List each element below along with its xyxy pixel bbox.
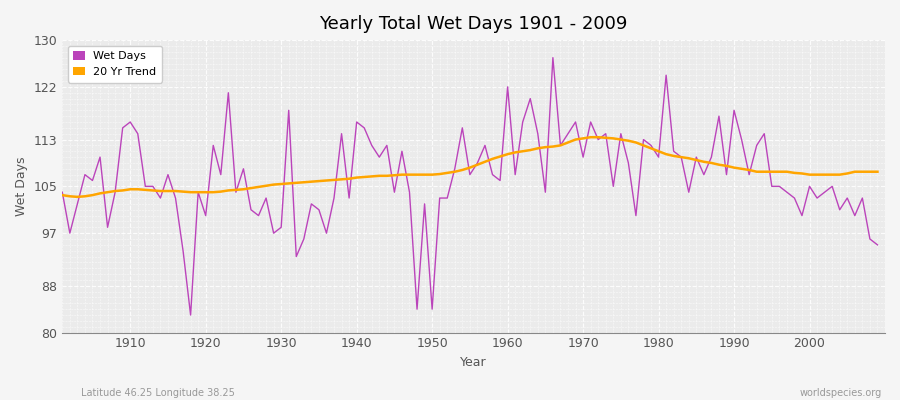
Wet Days	[117, 126, 128, 130]
Wet Days	[291, 254, 302, 259]
Legend: Wet Days, 20 Yr Trend: Wet Days, 20 Yr Trend	[68, 46, 162, 82]
Wet Days	[608, 184, 618, 189]
20 Yr Trend	[585, 135, 596, 140]
Wet Days	[547, 55, 558, 60]
20 Yr Trend	[608, 136, 618, 141]
20 Yr Trend	[337, 177, 347, 182]
Wet Days	[57, 190, 68, 194]
Title: Yearly Total Wet Days 1901 - 2009: Yearly Total Wet Days 1901 - 2009	[320, 15, 628, 33]
Wet Days	[337, 131, 347, 136]
Wet Days	[185, 313, 196, 318]
Wet Days	[502, 84, 513, 89]
20 Yr Trend	[125, 187, 136, 192]
20 Yr Trend	[57, 193, 68, 198]
Line: 20 Yr Trend: 20 Yr Trend	[62, 137, 878, 197]
20 Yr Trend	[72, 194, 83, 199]
20 Yr Trend	[291, 180, 302, 185]
20 Yr Trend	[509, 150, 520, 155]
20 Yr Trend	[502, 152, 513, 156]
20 Yr Trend	[872, 169, 883, 174]
X-axis label: Year: Year	[460, 356, 487, 369]
Text: worldspecies.org: worldspecies.org	[800, 388, 882, 398]
Line: Wet Days: Wet Days	[62, 58, 878, 315]
Y-axis label: Wet Days: Wet Days	[15, 156, 28, 216]
Wet Days	[509, 172, 520, 177]
Wet Days	[872, 242, 883, 247]
Text: Latitude 46.25 Longitude 38.25: Latitude 46.25 Longitude 38.25	[81, 388, 235, 398]
